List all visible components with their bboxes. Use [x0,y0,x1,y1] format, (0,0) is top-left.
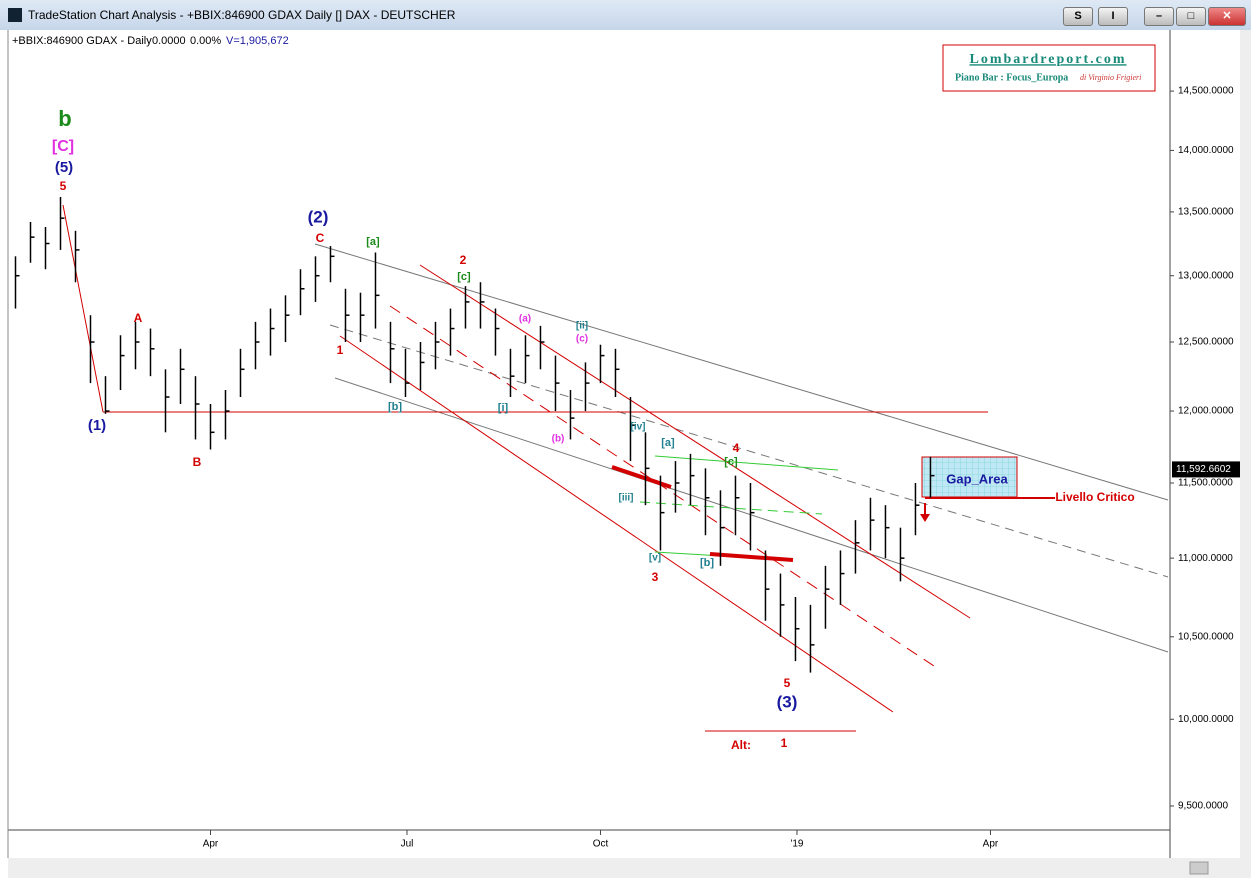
trend-line [419,264,971,619]
y-tick-label: 9,500.0000 [1178,801,1228,812]
wave-label: C [316,231,325,245]
y-tick-label: 14,500.0000 [1178,86,1234,97]
trend-line [709,552,794,562]
h-scrollbar[interactable] [8,858,1240,878]
app-icon [8,8,22,22]
trend-line [334,377,1169,653]
wave-label: [C] [52,138,74,155]
x-tick-label: Apr [983,839,999,850]
trend-line [639,501,823,515]
y-tick-label: 13,500.0000 [1178,207,1234,218]
wave-label: (1) [88,417,106,434]
wave-label: [c] [724,456,738,468]
wave-label: B [193,455,202,469]
title-bar: TradeStation Chart Analysis - +BBIX:8469… [0,0,1251,31]
wave-label: 1 [337,343,344,357]
wave-label: [c] [457,271,471,283]
wave-label: [iii] [619,493,634,504]
wave-label: (2) [308,207,329,226]
last-price-label: 11,592.6602 [1176,464,1231,475]
last-price-box [1172,461,1240,478]
wave-label: b [58,106,71,131]
window-title: TradeStation Chart Analysis - +BBIX:8469… [28,8,456,22]
wave-label: [b] [700,557,714,569]
wave-label: [i] [498,402,509,414]
logo-box [942,44,1156,92]
y-tick-label: 13,000.0000 [1178,270,1234,281]
wave-label: 5 [60,179,67,193]
trend-line [314,243,1169,501]
x-tick-label: Oct [593,839,609,850]
y-tick-label: 12,000.0000 [1178,406,1234,417]
trend-line [62,204,104,413]
logo-line: Piano Bar : Focus_Europa [955,72,1068,83]
logo-site: Lombardreport.com [970,52,1127,67]
x-tick-label: '19 [790,839,803,850]
x-tick-label: Apr [203,839,219,850]
wave-label: 1 [781,736,788,750]
symbol: +BBIX:846900 GDAX - Daily [12,35,152,47]
wave-label: (b) [552,434,565,445]
wave-label: 4 [733,441,740,455]
y-tick-label: 10,000.0000 [1178,714,1234,725]
arrow-head [920,514,930,522]
x-tick-label: Jul [401,839,414,850]
wave-label: (3) [777,692,798,711]
y-tick-label: 11,000.0000 [1178,553,1233,564]
v-scrollbar[interactable] [1240,30,1251,878]
wave-label: (c) [576,334,588,345]
trend-line [339,335,894,713]
maximize[interactable]: □ [1176,7,1206,26]
change: 0.0000 [152,35,186,47]
chart: +BBIX:846900 GDAX - Daily 0.0000 0.00% V… [0,30,1251,878]
wave-label: Livello Critico [1055,490,1134,504]
i-button[interactable]: I [1098,7,1128,26]
wave-label: Gap_Area [946,471,1008,486]
wave-label: (5) [55,159,73,176]
wave-label: [iv] [631,422,646,433]
wave-label: A [134,311,143,325]
background [0,30,1251,878]
volume: V=1,905,672 [226,35,289,47]
wave-label: [a] [661,437,675,449]
trend-line [329,324,1169,578]
wave-label: [b] [388,401,402,413]
trend-lines [62,204,1169,732]
change-pct: 0.00% [190,35,221,47]
wave-label: (a) [519,314,531,325]
logo-author: di Virginio Frigieri [1080,73,1141,82]
wave-label: 3 [652,570,659,584]
y-tick-label: 12,500.0000 [1178,337,1234,348]
y-tick-label: 14,000.0000 [1178,145,1234,156]
wave-label: [ii] [576,321,588,332]
wave-label: 5 [784,676,791,690]
wave-label: Alt: [731,738,751,752]
wave-label: 2 [460,253,467,267]
y-tick-label: 11,500.0000 [1178,478,1233,489]
close[interactable]: ✕ [1208,7,1246,26]
minimize[interactable]: – [1144,7,1174,26]
s-button[interactable]: S [1063,7,1093,26]
trend-line [389,305,938,669]
wave-label: [v] [649,553,661,564]
wave-label: [a] [366,236,380,248]
trend-line [654,455,839,471]
y-tick-label: 10,500.0000 [1178,631,1234,642]
scroll-thumb[interactable] [1189,861,1209,875]
gap-area-grid [921,456,1018,498]
